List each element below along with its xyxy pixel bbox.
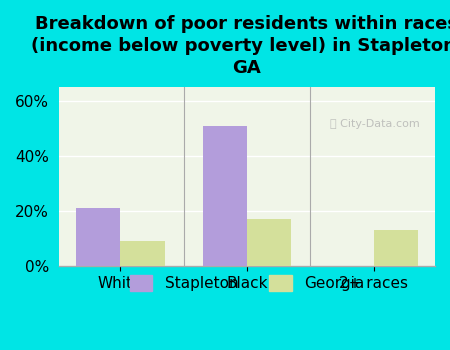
Bar [76,208,120,266]
Bar [120,241,165,266]
Legend: Stapleton, Georgia: Stapleton, Georgia [123,269,370,298]
Title: Breakdown of poor residents within races
(income below poverty level) in Staplet: Breakdown of poor residents within races… [31,15,450,77]
Bar [202,126,247,266]
Bar [247,219,291,266]
Text: ⓘ City-Data.com: ⓘ City-Data.com [330,119,419,130]
Bar [374,230,418,266]
